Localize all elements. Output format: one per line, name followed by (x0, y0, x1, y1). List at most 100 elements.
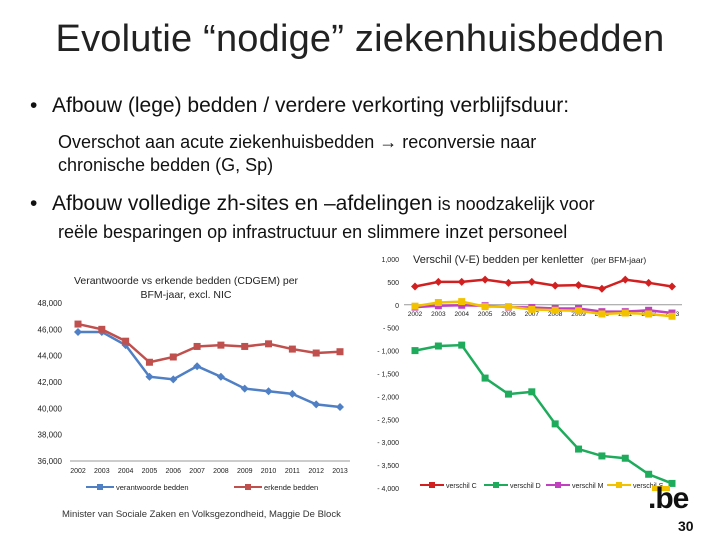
left-chart-xtick: 2009 (237, 468, 253, 475)
bullet-2: • Afbouw volledige zh-sites en –afdelinge… (30, 192, 595, 216)
left-chart-legend-marker (245, 484, 251, 490)
right-chart-point (528, 305, 536, 313)
bullet-dot: • (30, 94, 38, 117)
right-chart-ytick: - 1,000 (377, 349, 399, 356)
left-chart-point (74, 327, 82, 336)
right-chart-xtick: 2008 (548, 311, 563, 318)
right-chart-series-line (414, 300, 673, 318)
right-chart-point (528, 388, 536, 396)
right-chart-point (621, 454, 629, 462)
right-chart-ytick: - 2,000 (377, 394, 399, 401)
right-chart-series-line (414, 278, 673, 291)
right-chart-xtick: 2003 (431, 311, 446, 318)
left-chart-ytick: 38,000 (38, 431, 63, 440)
right-chart-xtick: 2004 (454, 311, 469, 318)
left-chart-point (98, 325, 106, 333)
left-chart-point (336, 403, 344, 412)
left-chart-xtick: 2002 (70, 468, 86, 475)
right-chart-ytick: 500 (387, 280, 399, 287)
left-chart-point (288, 389, 297, 398)
bullet-1-text: Afbouw (lege) bedden / verdere verkortin… (52, 94, 570, 117)
left-chart-ytick: 40,000 (38, 404, 63, 413)
left-chart-point (193, 362, 202, 371)
left-chart-xtick: 2008 (213, 468, 229, 475)
right-chart-ytick: - 3,000 (377, 440, 399, 447)
left-chart-point (217, 341, 225, 349)
left-chart-xtick: 2003 (94, 468, 110, 475)
left-chart-ytick: 36,000 (38, 457, 63, 466)
left-chart-xtick: 2007 (189, 468, 205, 475)
right-chart-point (575, 307, 583, 315)
left-chart-point (216, 372, 225, 381)
bullet-1-sub-line2: chronische bedden (G, Sp) (58, 155, 274, 175)
right-chart-point (598, 310, 606, 318)
right-chart-point (621, 275, 630, 284)
right-chart-point (504, 278, 513, 287)
right-chart-point (668, 479, 676, 487)
left-chart-ytick: 42,000 (38, 378, 63, 387)
right-chart-legend-marker (493, 482, 499, 488)
left-chart-point (241, 342, 249, 350)
right-chart-point (504, 303, 512, 311)
right-chart-point (597, 284, 606, 293)
bullet-2-small: is noodzakelijk voor (432, 194, 595, 214)
right-chart-ytick: - 3,500 (377, 463, 399, 470)
right-chart-point (458, 301, 466, 309)
right-chart-ytick: 1,000 (381, 257, 399, 264)
left-chart-point (122, 337, 130, 345)
right-chart-point (434, 299, 442, 307)
right-chart-ytick: - 500 (383, 326, 399, 333)
right-chart-point (644, 278, 653, 287)
left-chart-xtick: 2013 (332, 468, 348, 475)
left-chart-legend-marker (97, 484, 103, 490)
right-chart-point (411, 302, 419, 310)
right-chart-legend-label: verschil C (446, 483, 477, 490)
left-chart-title: Verantwoorde vs erkende bedden (CDGEM) p… (74, 275, 299, 301)
right-chart-xtick: 2007 (525, 311, 540, 318)
bullet-1: • Afbouw (lege) bedden / verdere verkorti… (30, 94, 569, 118)
right-chart-point (458, 341, 466, 349)
right-chart-point (527, 277, 536, 286)
right-chart-legend-label: verschil M (572, 483, 604, 490)
right-chart-point (574, 281, 583, 290)
bullet-dot: • (30, 192, 38, 215)
left-chart-series-line (78, 330, 341, 409)
left-chart-point (312, 400, 321, 409)
right-chart-point (645, 470, 653, 478)
right-chart-point (434, 277, 443, 286)
right-chart-xtick: 2002 (408, 311, 423, 318)
page-number: 30 (678, 518, 694, 534)
left-chart-point (312, 349, 320, 357)
right-chart-point (575, 445, 583, 453)
right-chart-point (551, 306, 559, 314)
left-chart-ytick: 48,000 (38, 299, 63, 308)
right-chart-ytick: - 2,500 (377, 417, 399, 424)
right-chart-ytick: 0 (395, 303, 399, 310)
right-chart-point (551, 420, 559, 428)
belgium-logo: .be (648, 482, 689, 515)
right-chart-series-line (414, 343, 673, 485)
left-chart-point (265, 340, 273, 348)
left-chart-point (145, 358, 153, 366)
right-chart-ytick: - 1,500 (377, 372, 399, 379)
left-chart-xtick: 2006 (165, 468, 181, 475)
left-chart-series-line (77, 322, 341, 364)
right-chart-legend-label: verschil D (510, 483, 541, 490)
right-chart-point (434, 342, 442, 350)
footer: Minister van Sociale Zaken en Volksgezon… (62, 509, 341, 520)
right-chart-point (481, 303, 489, 311)
slide-title: Evolutie “nodige” ziekenhuisbedden (55, 18, 665, 60)
right-chart-ytick: - 4,000 (377, 486, 399, 493)
bullet-2-big: Afbouw volledige zh-sites en –afdelingen (52, 192, 433, 215)
right-chart-point (457, 277, 466, 286)
right-chart-legend-marker (616, 482, 622, 488)
right-chart-point (668, 312, 676, 320)
left-chart-point (264, 387, 273, 396)
right-chart-title: Verschil (V-E) bedden per kenletter (413, 254, 584, 266)
bullet-2-continuation: reële besparingen op infrastructuur en s… (58, 222, 568, 242)
right-chart-legend-marker (555, 482, 561, 488)
right-chart-point (551, 281, 560, 290)
right-chart-xtick: 2005 (478, 311, 493, 318)
left-chart-xtick: 2012 (308, 468, 324, 475)
